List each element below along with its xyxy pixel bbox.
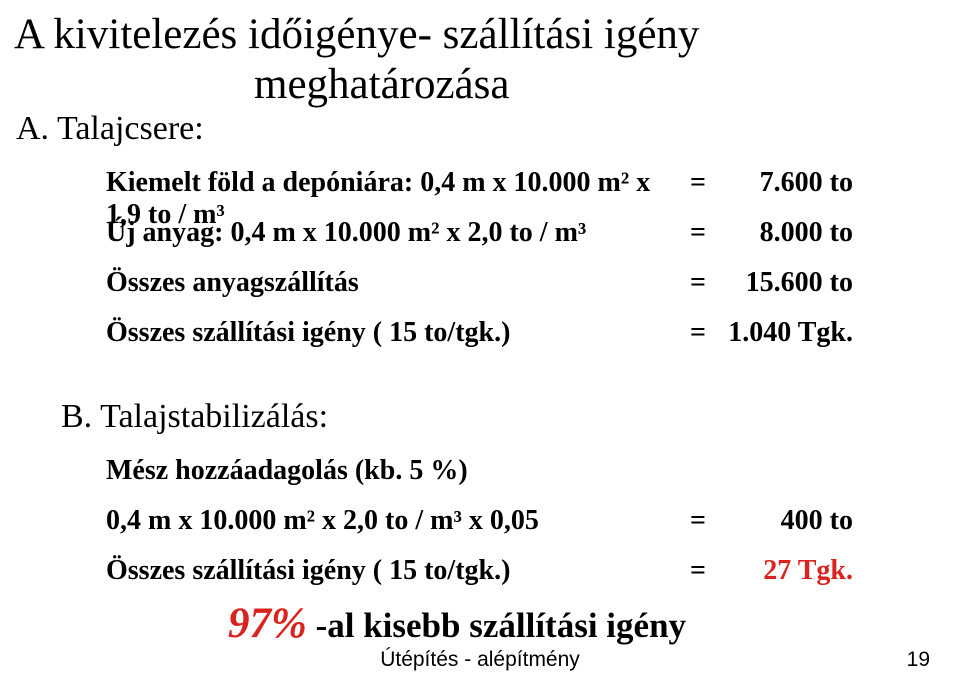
conclusion-rest: -al kisebb szállítási igény [307, 606, 686, 645]
calc-b-row-3-desc: Összes szállítási igény ( 15 to/tgk.) [106, 555, 676, 587]
calc-a-row-2-desc: Új anyag: 0,4 m x 10.000 m² x 2,0 to / m… [106, 217, 676, 249]
slide-page: A kivitelezés időigénye- szállítási igén… [0, 0, 960, 686]
calc-b-row-2-val: 400 to [713, 505, 853, 537]
footer-page-number: 19 [907, 648, 930, 672]
conclusion-percent: 97% [228, 600, 307, 647]
calc-a-row-2-val: 8.000 to [713, 217, 853, 249]
section-b-heading: B. Talajstabilizálás: [61, 398, 328, 436]
calc-a-row-3-val: 15.600 to [713, 267, 853, 299]
title-line-1: A kivitelezés időigénye- szállítási igén… [14, 10, 699, 59]
conclusion-line: 97% -al kisebb szállítási igény [228, 599, 686, 648]
calc-a-row-4-desc: Összes szállítási igény ( 15 to/tgk.) [106, 317, 676, 349]
calc-a-row-1-val: 7.600 to [713, 167, 853, 199]
title-line-2: meghatározása [254, 60, 509, 109]
calc-b-row-3-val: 27 Tgk. [713, 555, 853, 587]
section-a-heading: A. Talajcsere: [16, 110, 204, 148]
calc-b-row-2-desc: 0,4 m x 10.000 m² x 2,0 to / m³ x 0,05 [106, 505, 676, 537]
calc-a-row-4-val: 1.040 Tgk. [713, 317, 853, 349]
calc-a-row-3-desc: Összes anyagszállítás [106, 267, 676, 299]
calc-b-row-1-desc: Mész hozzáadagolás (kb. 5 %) [106, 455, 676, 487]
footer-center-text: Útépítés - alépítmény [0, 648, 960, 672]
